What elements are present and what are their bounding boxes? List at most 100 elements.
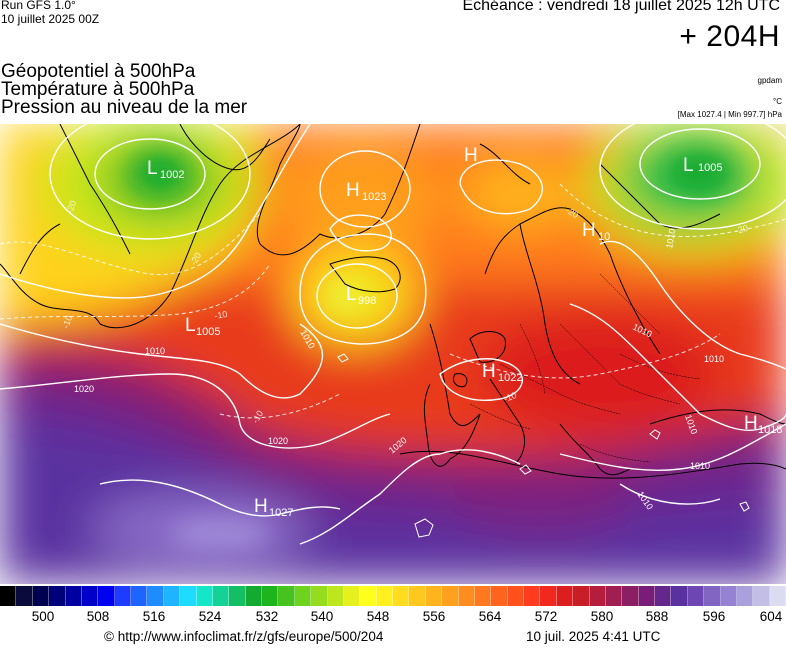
colorbar-swatch <box>540 586 557 606</box>
valid-time: Echéance : vendredi 18 juillet 2025 12h … <box>462 0 780 14</box>
pressure-center: H 10 <box>582 220 610 243</box>
colorbar-swatch <box>589 586 606 606</box>
isotherm-label: -10 <box>214 309 229 321</box>
colorbar-swatch <box>32 586 50 606</box>
colorbar-swatch <box>278 586 295 606</box>
colorbar-swatch <box>262 586 279 606</box>
colorbar-swatch <box>311 586 328 606</box>
colorbar-swatch <box>524 586 541 606</box>
colorbar-swatch <box>655 586 672 606</box>
colorbar-swatch <box>638 586 655 606</box>
coastlines <box>0 124 786 479</box>
center-type: L <box>683 155 694 176</box>
colorbar-swatch <box>147 586 164 606</box>
isobar-label: 1010 <box>690 461 710 471</box>
colorbar-swatch <box>65 586 82 606</box>
center-value: 1027 <box>269 507 293 519</box>
colorbar-swatch <box>507 586 524 606</box>
center-type: L <box>147 158 158 179</box>
pressure-center: H 1023 <box>346 180 386 203</box>
colorbar-swatch <box>442 586 459 606</box>
colorbar-swatch <box>196 586 213 606</box>
center-value: 10 <box>598 231 610 243</box>
pressure-center: H 1027 <box>254 496 293 519</box>
colorbar-tick-label: 532 <box>255 609 279 624</box>
isotherm-label: -20 <box>64 199 78 215</box>
colorbar-swatch <box>704 586 721 606</box>
center-value: 1002 <box>160 169 184 181</box>
run-model: Run GFS 1.0° <box>1 0 76 12</box>
colorbar-swatch <box>294 586 312 606</box>
colorbar-swatch <box>605 586 623 606</box>
colorbar-swatch <box>458 586 475 606</box>
pressure-center: L 1002 <box>147 158 184 181</box>
isobar-label: 1010 <box>704 354 724 364</box>
colorbar-tick-label: 596 <box>702 609 726 624</box>
title-temperature: Température à 500hPa <box>1 79 195 100</box>
center-type: H <box>254 496 268 517</box>
pressure-center: L 998 <box>346 284 376 307</box>
colorbar-tick-label: 580 <box>590 609 614 624</box>
colorbar-swatch <box>327 586 344 606</box>
colorbar-tick-label: 564 <box>478 609 502 624</box>
center-type: H <box>744 413 758 434</box>
colorbar-swatch <box>98 586 115 606</box>
center-value: 998 <box>358 295 376 307</box>
map-titles: Géopotentiel à 500hPa Température à 500h… <box>1 62 247 117</box>
isobar-label: 1010 <box>664 228 677 249</box>
colorbar-swatch <box>49 586 66 606</box>
colorbar-tick-label: 588 <box>645 609 669 624</box>
isotherm-label: -10 <box>60 314 74 330</box>
unit-geopotential: gpdam <box>757 76 782 85</box>
center-type: H <box>482 361 496 382</box>
center-type: L <box>185 315 196 336</box>
colorbar-swatch <box>376 586 393 606</box>
country-borders <box>469 273 701 463</box>
pressure-center: H <box>464 145 478 166</box>
colorbar-swatch <box>229 586 246 606</box>
colorbar-swatch <box>671 586 688 606</box>
colorbar-swatch <box>360 586 377 606</box>
colorbar-ticks: 500 508 516 524 532 540 548 556 564 572 580 588 596 6… <box>0 609 786 627</box>
colorbar-swatch <box>491 586 508 606</box>
center-value: 1005 <box>698 162 722 174</box>
colorbar-swatch <box>245 586 262 606</box>
weather-map[interactable]: L 1002 H 1023 L 998 L 1005 H 1022 H 1027… <box>0 124 786 584</box>
center-value: 1018 <box>758 424 782 436</box>
colorbar-tick-label: 604 <box>759 609 783 624</box>
geopotential-field-detail <box>134 150 734 550</box>
colorbar-swatch <box>556 586 574 606</box>
isobars <box>0 124 786 545</box>
colorbar-tick-label: 556 <box>422 609 446 624</box>
colorbar-tick-label: 500 <box>31 609 55 624</box>
pressure-center: L 1005 <box>185 315 220 338</box>
unit-temperature: °C <box>773 97 782 106</box>
colorbar-swatch <box>622 586 639 606</box>
colorbar-swatch <box>180 586 197 606</box>
lead-time: + 204H <box>679 20 780 53</box>
colorbar-swatch <box>343 586 361 606</box>
center-value: 1022 <box>498 372 522 384</box>
credit-link[interactable]: © http://www.infoclimat.fr/z/gfs/europe/… <box>104 629 384 644</box>
isotherm-label: -20 <box>734 223 749 236</box>
weather-map-svg: L 1002 H 1023 L 998 L 1005 H 1022 H 1027… <box>0 124 786 584</box>
colorbar-swatch <box>163 586 181 606</box>
isobar-label: 1020 <box>268 436 288 446</box>
colorbar-tick-label: 524 <box>198 609 222 624</box>
isobar-label: 1020 <box>74 384 94 394</box>
colorbar-swatch <box>212 586 230 606</box>
colorbar-swatch <box>474 586 492 606</box>
center-value: 1005 <box>196 326 220 338</box>
colorbar-swatch <box>573 586 590 606</box>
colorbar-swatch <box>687 586 705 606</box>
colorbar-tick-label: 516 <box>142 609 166 624</box>
center-type: L <box>346 284 357 305</box>
pressure-center: H 1018 <box>744 413 782 436</box>
center-value: 1023 <box>362 191 386 203</box>
isobar-label: 1010 <box>145 346 165 356</box>
colorbar-tick-label: 548 <box>366 609 390 624</box>
pressure-center: L 1005 <box>683 155 722 176</box>
colorbar-swatch <box>753 586 770 606</box>
colorbar-tick-label: 508 <box>86 609 110 624</box>
colorbar-swatch <box>425 586 443 606</box>
